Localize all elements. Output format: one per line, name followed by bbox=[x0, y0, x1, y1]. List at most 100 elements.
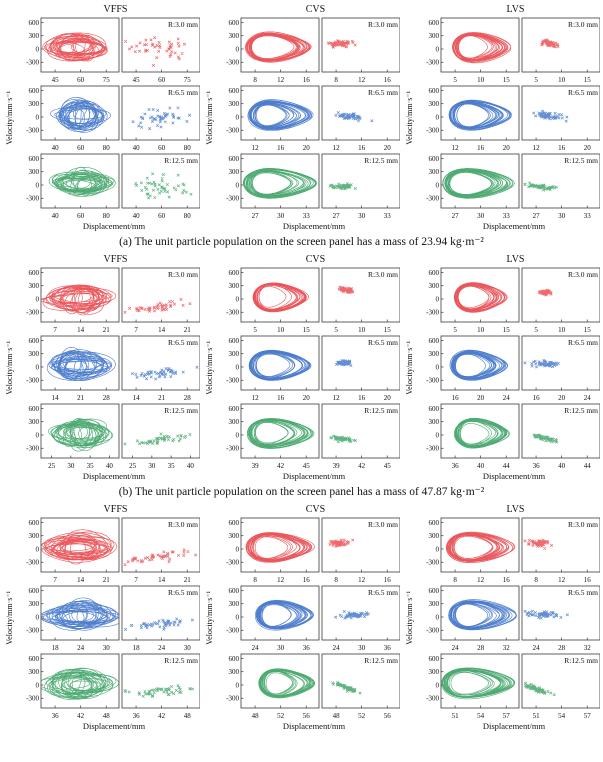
x-tick-label: 12 bbox=[358, 76, 366, 84]
phase-portrait-loops bbox=[41, 529, 118, 565]
x-tick-label: 42 bbox=[358, 462, 366, 470]
x-tick-label: 20 bbox=[303, 144, 311, 152]
scatter-points bbox=[328, 538, 355, 548]
phase-and-scatter-subplot: 600 300 0 -300 45 45 60 60 75 75 R:3.0 mm bbox=[26, 17, 200, 84]
x-tick-label: 40 bbox=[558, 462, 566, 470]
scatter-points bbox=[326, 39, 357, 49]
phase-and-scatter-subplot: 600 300 0 -300 27 27 30 30 33 33 R:12.5 mm bbox=[426, 153, 600, 220]
phase-portrait-loops bbox=[41, 597, 119, 631]
x-tick-label: 60 bbox=[77, 76, 85, 84]
x-tick-label: 12 bbox=[558, 576, 566, 584]
y-tick-label: 600 bbox=[29, 587, 40, 595]
phase-and-scatter-subplot: 600 300 0 -300 39 39 42 42 45 45 R:12.5 mm bbox=[226, 403, 400, 470]
x-tick-label: 30 bbox=[277, 212, 285, 220]
subplot-column: 600 300 0 -300 5 5 10 10 15 15 R:3.0 mm 600 300 0 -300… bbox=[216, 266, 400, 470]
y-tick-label: 600 bbox=[229, 337, 240, 345]
radius-label: R:3.0 mm bbox=[368, 520, 398, 529]
column-title: LVS bbox=[506, 254, 525, 265]
phase-portrait-loops bbox=[453, 282, 508, 313]
x-tick-label: 24 bbox=[584, 394, 592, 402]
x-tick-label: 54 bbox=[558, 712, 566, 720]
radius-label: R:6.5 mm bbox=[368, 338, 398, 347]
scatter-points bbox=[523, 358, 560, 369]
x-tick-label: 45 bbox=[303, 462, 311, 470]
x-tick-label: 16 bbox=[384, 576, 392, 584]
radius-label: R:3.0 mm bbox=[368, 270, 398, 279]
x-tick-label: 20 bbox=[303, 394, 311, 402]
x-tick-label: 42 bbox=[77, 712, 85, 720]
x-tick-label: 18 bbox=[133, 644, 141, 652]
x-tick-label: 57 bbox=[584, 712, 592, 720]
phase-and-scatter-subplot: 600 300 0 -300 51 51 54 54 57 57 R:12.5 mm bbox=[426, 653, 600, 720]
y-tick-label: 300 bbox=[229, 282, 240, 290]
scatter-points bbox=[329, 434, 358, 444]
column-group-lvs: LVS Velocity/mm·s⁻¹ 600 300 0 -300 8 8 12 12 16 16 R… bbox=[403, 503, 600, 732]
y-tick-label: 300 bbox=[429, 32, 440, 40]
subplot-column: 600 300 0 -300 7 7 14 14 21 21 R:3.0 mm 600 300 0 -300… bbox=[16, 516, 200, 720]
phase-portrait-loops bbox=[41, 284, 117, 316]
x-tick-label: 16 bbox=[358, 144, 366, 152]
phase-and-scatter-subplot: 600 300 0 -300 12 12 16 16 20 20 R:6.5 mm bbox=[226, 85, 400, 152]
radius-label: R:3.0 mm bbox=[168, 520, 198, 529]
block-grid-c: VFFS Velocity/mm·s⁻¹ 600 300 0 -300 7 7 14 14 21 21… bbox=[0, 503, 603, 732]
x-tick-label: 33 bbox=[384, 212, 392, 220]
y-tick-label: 0 bbox=[36, 545, 40, 553]
scatter-points bbox=[523, 681, 556, 697]
x-tick-label: 8 bbox=[534, 576, 538, 584]
y-tick-label: 0 bbox=[236, 431, 240, 439]
x-tick-label: 14 bbox=[133, 394, 141, 402]
x-tick-label: 20 bbox=[558, 394, 566, 402]
y-tick-label: 600 bbox=[229, 269, 240, 277]
phase-portrait-loops bbox=[247, 99, 314, 131]
y-tick-label: 0 bbox=[236, 181, 240, 189]
column-title: VFFS bbox=[103, 254, 128, 265]
radius-label: R:6.5 mm bbox=[568, 88, 598, 97]
y-tick-label: 0 bbox=[236, 613, 240, 621]
caption-b: (b) The unit particle population on the … bbox=[118, 486, 485, 498]
radius-label: R:12.5 mm bbox=[564, 156, 598, 165]
x-axis-label: Displacement/mm bbox=[82, 221, 146, 231]
x-tick-label: 15 bbox=[503, 76, 511, 84]
x-tick-label: 5 bbox=[534, 76, 538, 84]
subplot-column: 600 300 0 -300 5 5 10 10 15 15 R:3.0 mm 600 300 0 -300… bbox=[416, 266, 600, 470]
phase-and-scatter-subplot: 600 300 0 -300 8 8 12 12 16 16 R:3.0 mm bbox=[226, 17, 400, 84]
x-axis-label: Displacement/mm bbox=[82, 721, 146, 731]
x-tick-label: 10 bbox=[558, 76, 566, 84]
y-tick-label: 600 bbox=[429, 405, 440, 413]
phase-portrait-loops bbox=[48, 166, 116, 197]
x-tick-label: 48 bbox=[333, 712, 341, 720]
y-tick-label: -300 bbox=[226, 59, 239, 67]
x-tick-label: 16 bbox=[277, 394, 285, 402]
subplot-column: 600 300 0 -300 5 5 10 10 15 15 R:3.0 mm 600 300 0 -300… bbox=[416, 16, 600, 220]
radius-label: R:12.5 mm bbox=[164, 406, 198, 415]
x-tick-label: 36 bbox=[52, 712, 60, 720]
phase-and-scatter-subplot: 600 300 0 -300 7 7 14 14 21 21 R:3.0 mm bbox=[26, 267, 200, 334]
y-axis-label: Velocity/mm·s⁻¹ bbox=[5, 91, 14, 145]
column-group-cvs: CVS Velocity/mm·s⁻¹ 600 300 0 -300 8 8 12 12 16 16 R… bbox=[203, 3, 400, 232]
x-tick-label: 12 bbox=[252, 394, 260, 402]
y-tick-label: 0 bbox=[36, 681, 40, 689]
y-axis-label: Velocity/mm·s⁻¹ bbox=[205, 341, 214, 395]
y-tick-label: 600 bbox=[429, 87, 440, 95]
phase-portrait-loops bbox=[441, 667, 516, 700]
x-tick-label: 35 bbox=[168, 462, 176, 470]
y-tick-label: 300 bbox=[29, 350, 40, 358]
x-tick-label: 40 bbox=[477, 462, 485, 470]
phase-and-scatter-subplot: 600 300 0 -300 27 27 30 30 33 33 R:12.5 mm bbox=[226, 153, 400, 220]
scatter-points bbox=[123, 297, 192, 314]
x-tick-label: 5 bbox=[253, 326, 257, 334]
radius-label: R:6.5 mm bbox=[368, 588, 398, 597]
x-tick-label: 57 bbox=[503, 712, 511, 720]
y-tick-label: 300 bbox=[29, 668, 40, 676]
y-tick-label: 300 bbox=[429, 532, 440, 540]
scatter-points bbox=[523, 609, 569, 620]
x-tick-label: 32 bbox=[503, 644, 511, 652]
block-grid-a: VFFS Velocity/mm·s⁻¹ 600 300 0 -300 45 45 60 60 75… bbox=[0, 3, 603, 232]
x-axis-label: Displacement/mm bbox=[282, 471, 346, 481]
y-tick-label: -300 bbox=[26, 695, 39, 703]
y-tick-label: 0 bbox=[36, 181, 40, 189]
x-tick-label: 33 bbox=[584, 212, 592, 220]
phase-portrait-loops bbox=[445, 531, 516, 564]
y-tick-label: 600 bbox=[229, 87, 240, 95]
phase-and-scatter-subplot: 600 300 0 -300 18 18 24 24 30 30 R:6.5 mm bbox=[26, 585, 200, 652]
